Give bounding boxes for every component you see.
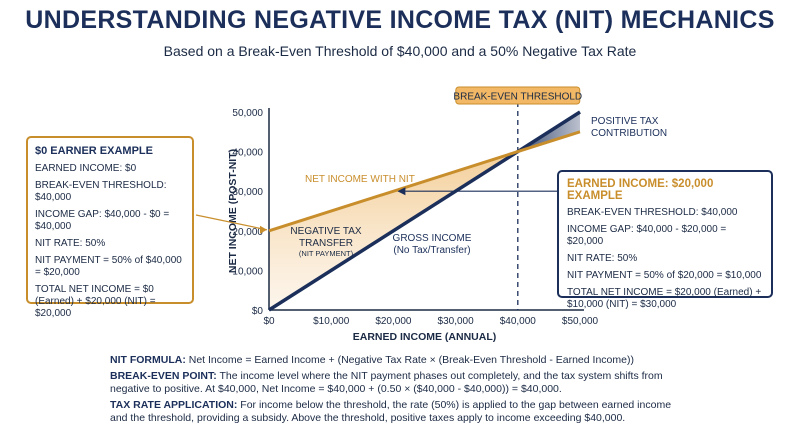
y-tick-label: 20,000	[232, 227, 263, 238]
twenty-k-title: EARNED INCOME: $20,000 EXAMPLE	[567, 178, 714, 202]
twenty-k-line: TOTAL NET INCOME = $20,000 (Earned) + $1…	[567, 287, 762, 310]
break-even-badge	[455, 86, 581, 105]
zero-earner-line: BREAK-EVEN THRESHOLD: $40,000	[35, 180, 167, 203]
x-tick-label: $20,000	[375, 316, 412, 327]
y-tick-label: 40,000	[232, 148, 263, 159]
note-text: The income level where the NIT payment p…	[110, 370, 663, 395]
note-label: NIT FORMULA:	[110, 354, 186, 366]
positive-tax-label: POSITIVE TAX	[591, 116, 659, 127]
gross-income-sub-label: (No Tax/Transfer)	[393, 245, 470, 256]
net-income-label: NET INCOME WITH NIT	[305, 174, 415, 185]
transfer-label: TRANSFER	[299, 238, 353, 249]
zero-earner-line: NIT RATE: 50%	[35, 238, 106, 249]
left-box-connector	[195, 214, 268, 231]
page-title: UNDERSTANDING NEGATIVE INCOME TAX (NIT) …	[25, 6, 775, 34]
x-tick-label: $30,000	[438, 316, 475, 327]
note-label: TAX RATE APPLICATION:	[110, 399, 238, 411]
x-tick-label: $50,000	[562, 316, 599, 327]
transfer-label: NEGATIVE TAX	[290, 226, 361, 237]
twenty-k-line: BREAK-EVEN THRESHOLD: $40,000	[567, 207, 738, 218]
positive-tax-label: CONTRIBUTION	[591, 128, 667, 139]
x-axis-title: EARNED INCOME (ANNUAL)	[353, 331, 497, 343]
note-text: For income below the threshold, the rate…	[110, 399, 672, 424]
y-axis-title: NET INCOME (POST-NIT)	[227, 149, 239, 273]
zero-earner-example-box: $0 EARNER EXAMPLE EARNED INCOME: $0 BREA…	[26, 136, 194, 319]
left-arrow-head	[260, 225, 267, 234]
zero-earner-line: INCOME GAP: $40,000 - $0 = $40,000	[35, 209, 170, 232]
note-formula: NIT FORMULA: Net Income = Earned Income …	[110, 354, 690, 367]
twenty-k-line: NIT PAYMENT = 50% of $20,000 = $10,000	[567, 270, 762, 281]
zero-earner-line: EARNED INCOME: $0	[35, 163, 137, 174]
page-subtitle: Based on a Break-Even Threshold of $40,0…	[163, 43, 637, 59]
zero-earner-line: TOTAL NET INCOME = $0 (Earned) + $20,000…	[35, 284, 156, 319]
twenty-k-line: NIT RATE: 50%	[567, 253, 638, 264]
x-tick-label: $10,000	[313, 316, 350, 327]
zero-earner-title: $0 EARNER EXAMPLE	[35, 145, 153, 157]
explanatory-notes: NIT FORMULA: Net Income = Earned Income …	[110, 354, 690, 428]
y-tick-label: 50,000	[232, 108, 263, 119]
twenty-k-line: INCOME GAP: $40,000 - $20,000 = $20,000	[567, 224, 727, 247]
note-tax-rate: TAX RATE APPLICATION: For income below t…	[110, 399, 690, 425]
note-text: Net Income = Earned Income + (Negative T…	[185, 354, 634, 366]
transfer-label-sub: (NIT PAYMENT)	[299, 249, 354, 258]
right-arrow-head	[397, 187, 406, 196]
gross-income-label: GROSS INCOME	[393, 233, 472, 244]
twenty-k-example-box: EARNED INCOME: $20,000 EXAMPLE BREAK-EVE…	[557, 170, 773, 310]
y-tick-label: $0	[252, 306, 264, 317]
y-tick-label: 30,000	[232, 187, 263, 198]
zero-earner-line: NIT PAYMENT = 50% of $40,000 = $20,000	[35, 255, 182, 278]
break-even-label: BREAK-EVEN THRESHOLD	[453, 92, 582, 103]
y-tick-label: 10,000	[232, 266, 263, 277]
net-income-line	[268, 130, 581, 233]
x-tick-label: $40,000	[500, 316, 537, 327]
note-break-even: BREAK-EVEN POINT: The income level where…	[110, 370, 690, 396]
note-label: BREAK-EVEN POINT:	[110, 370, 217, 382]
gross-income-line	[268, 110, 581, 312]
x-tick-label: $0	[263, 316, 275, 327]
